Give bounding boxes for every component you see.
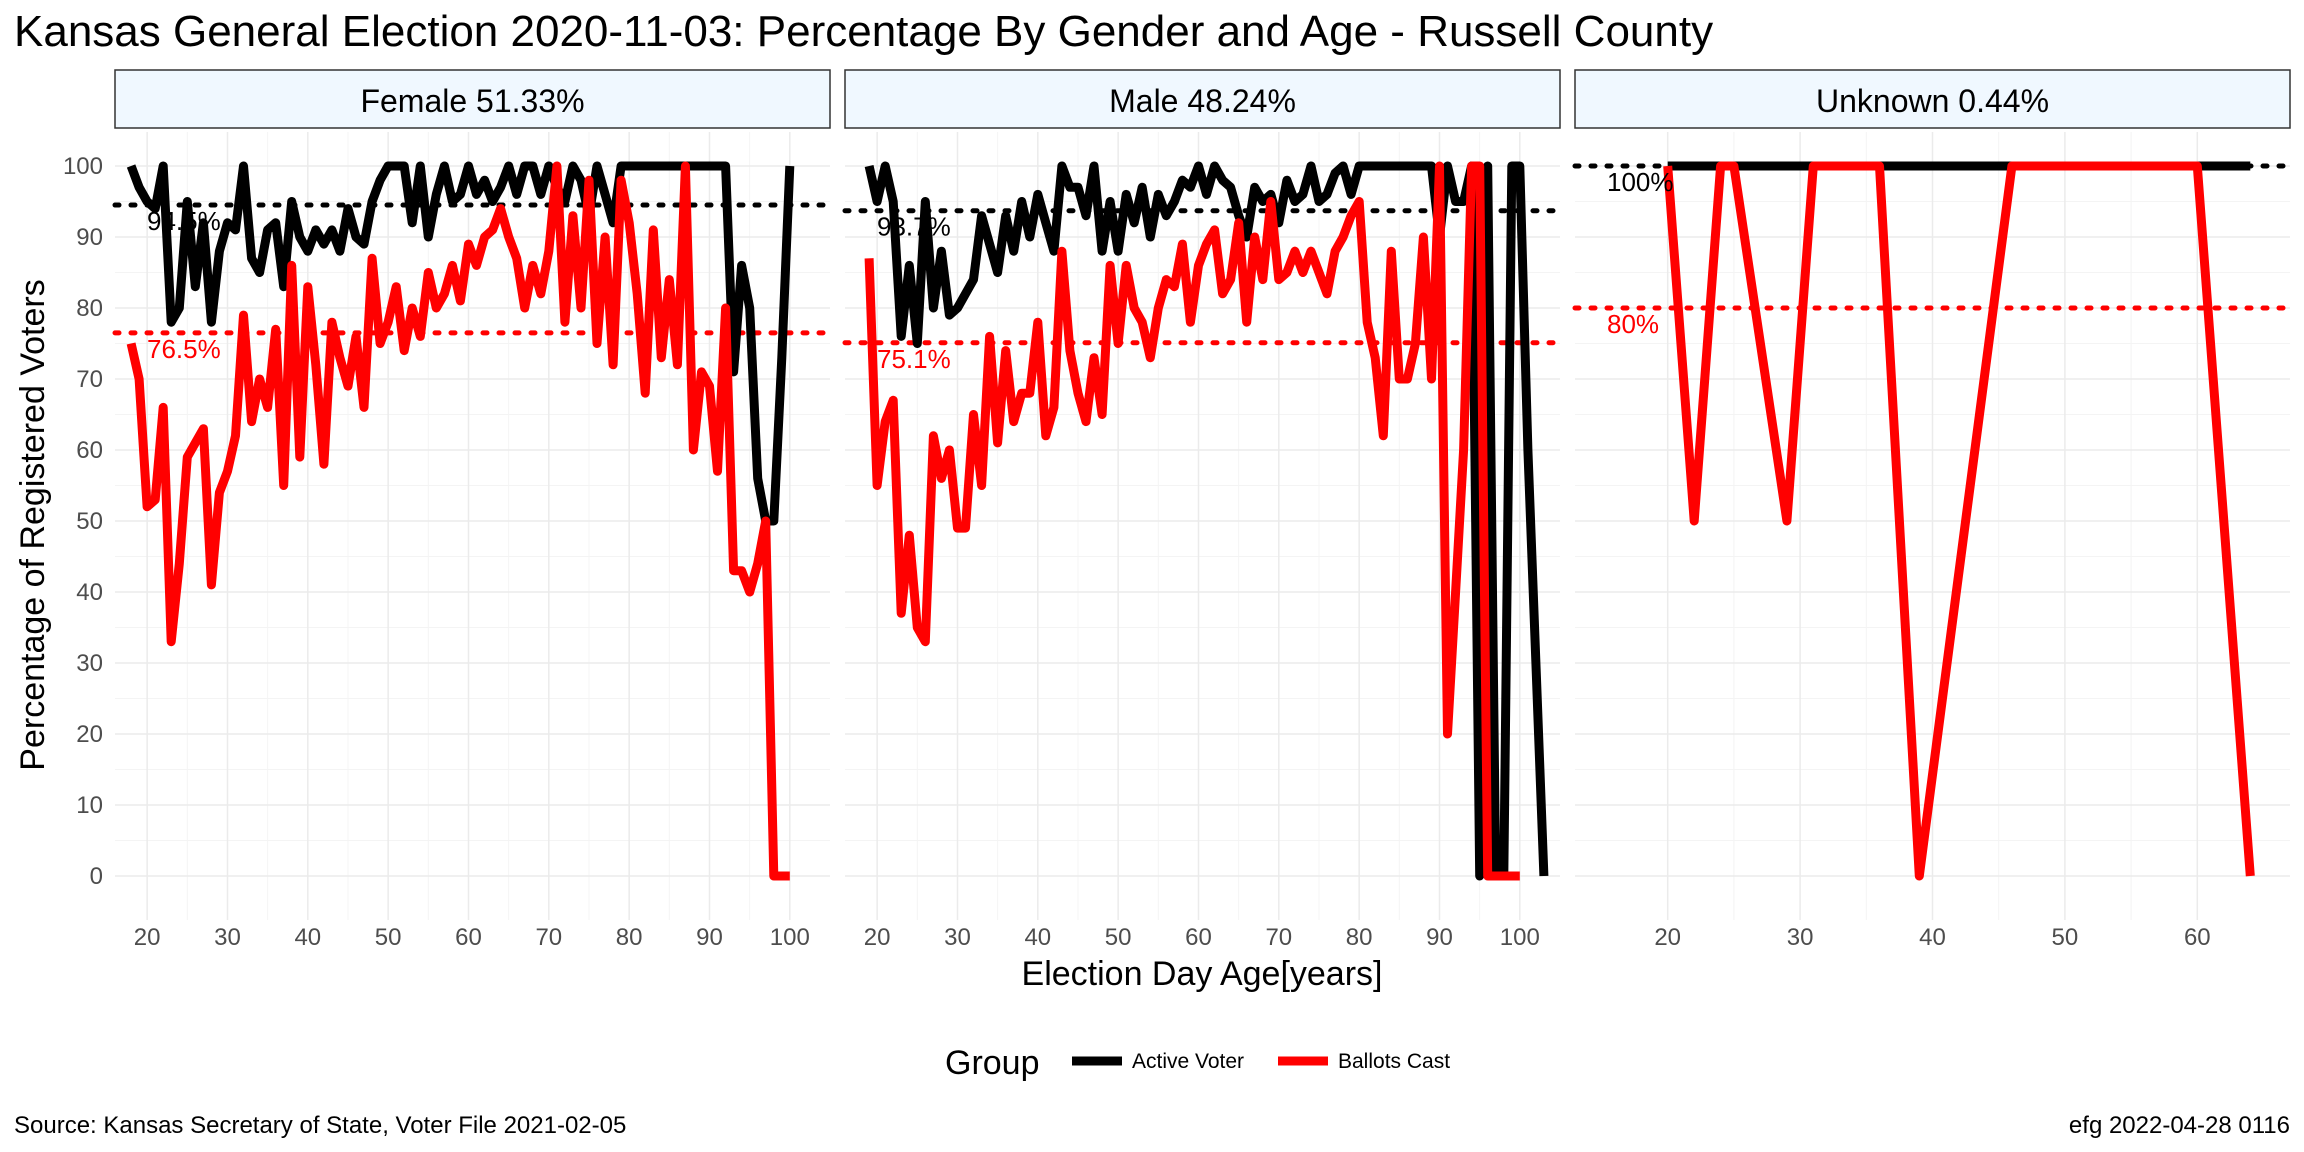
x-tick-label: 30 (944, 924, 971, 951)
x-tick-label: 90 (1426, 924, 1453, 951)
x-tick-label: 40 (294, 924, 321, 951)
y-tick-label: 100 (63, 153, 103, 180)
x-tick-label: 50 (1105, 924, 1132, 951)
x-tick-label: 40 (1024, 924, 1051, 951)
ballots-cast-line (126, 161, 790, 881)
x-tick-label: 80 (1346, 924, 1373, 951)
ballots-cast-average-label: 80% (1607, 309, 1659, 339)
ballots-cast-average-label: 76.5% (147, 334, 221, 364)
ballots-cast-line (864, 161, 1520, 881)
x-tick-label: 20 (864, 924, 891, 951)
y-tick-label: 30 (76, 650, 103, 677)
ballots-cast-average-label: 75.1% (877, 344, 951, 374)
x-tick-label: 20 (1654, 924, 1681, 951)
x-tick-label: 40 (1919, 924, 1946, 951)
facet-label: Male 48.24% (1109, 83, 1296, 119)
active-voter-average-label: 100% (1607, 167, 1674, 197)
y-axis-title: Percentage of Registered Voters (14, 279, 52, 770)
x-tick-label: 60 (1185, 924, 1212, 951)
x-tick-label: 50 (2052, 924, 2079, 951)
facet-label: Female 51.33% (360, 83, 584, 119)
source-caption: Source: Kansas Secretary of State, Voter… (14, 1112, 626, 1139)
x-axis-title: Election Day Age[years] (1022, 955, 1383, 993)
x-tick-label: 30 (1787, 924, 1814, 951)
chart-panels: Female 51.33% 0 10 20 30 40 50 60 70 80 90 100 20 30 4… (63, 69, 2293, 951)
x-tick-label: 60 (455, 924, 482, 951)
x-tick-label: 60 (2184, 924, 2211, 951)
facet-strip (844, 69, 1561, 129)
x-tick-label: 20 (134, 924, 161, 951)
panel-1: Female 51.33% 0 10 20 30 40 50 60 70 80 90 100 20 30 4… (63, 69, 833, 951)
y-tick-label: 90 (76, 224, 103, 251)
x-tick-label: 70 (1265, 924, 1292, 951)
panel-3: Unknown 0.44% 20 30 40 50 60 100% 80% (1572, 69, 2293, 951)
legend-title: Group (945, 1044, 1040, 1082)
active-voter-average-label: 94.5% (147, 206, 221, 236)
legend-label-active-voter: Active Voter (1132, 1050, 1244, 1073)
panel-2: Male 48.24% 20 30 40 50 60 70 80 90 100 93.7% 75.1% (842, 69, 1563, 951)
facet-label: Unknown 0.44% (1816, 83, 2049, 119)
credit-caption: efg 2022-04-28 0116 (2069, 1112, 2290, 1139)
y-tick-label: 40 (76, 579, 103, 606)
ballots-cast-line (1663, 161, 2255, 881)
active-voter-line (126, 161, 795, 526)
active-voter-line (864, 161, 1549, 881)
facet-strip (114, 69, 831, 129)
y-tick-label: 10 (76, 792, 103, 819)
y-tick-label: 0 (90, 863, 103, 890)
y-tick-label: 50 (76, 508, 103, 535)
x-tick-label: 30 (214, 924, 241, 951)
x-tick-label: 100 (770, 924, 810, 951)
y-tick-label: 60 (76, 437, 103, 464)
x-tick-label: 90 (696, 924, 723, 951)
y-tick-label: 20 (76, 721, 103, 748)
y-tick-label: 80 (76, 295, 103, 322)
chart-title: Kansas General Election 2020-11-03: Perc… (14, 7, 1713, 56)
x-tick-label: 100 (1500, 924, 1540, 951)
x-tick-label: 80 (616, 924, 643, 951)
x-tick-label: 70 (535, 924, 562, 951)
active-voter-average-label: 93.7% (877, 212, 951, 242)
y-tick-label: 70 (76, 366, 103, 393)
x-tick-label: 50 (375, 924, 402, 951)
facet-strip (1574, 69, 2291, 129)
legend-label-ballots-cast: Ballots Cast (1338, 1050, 1450, 1073)
legend: Group Active Voter Ballots Cast (945, 1044, 1450, 1082)
